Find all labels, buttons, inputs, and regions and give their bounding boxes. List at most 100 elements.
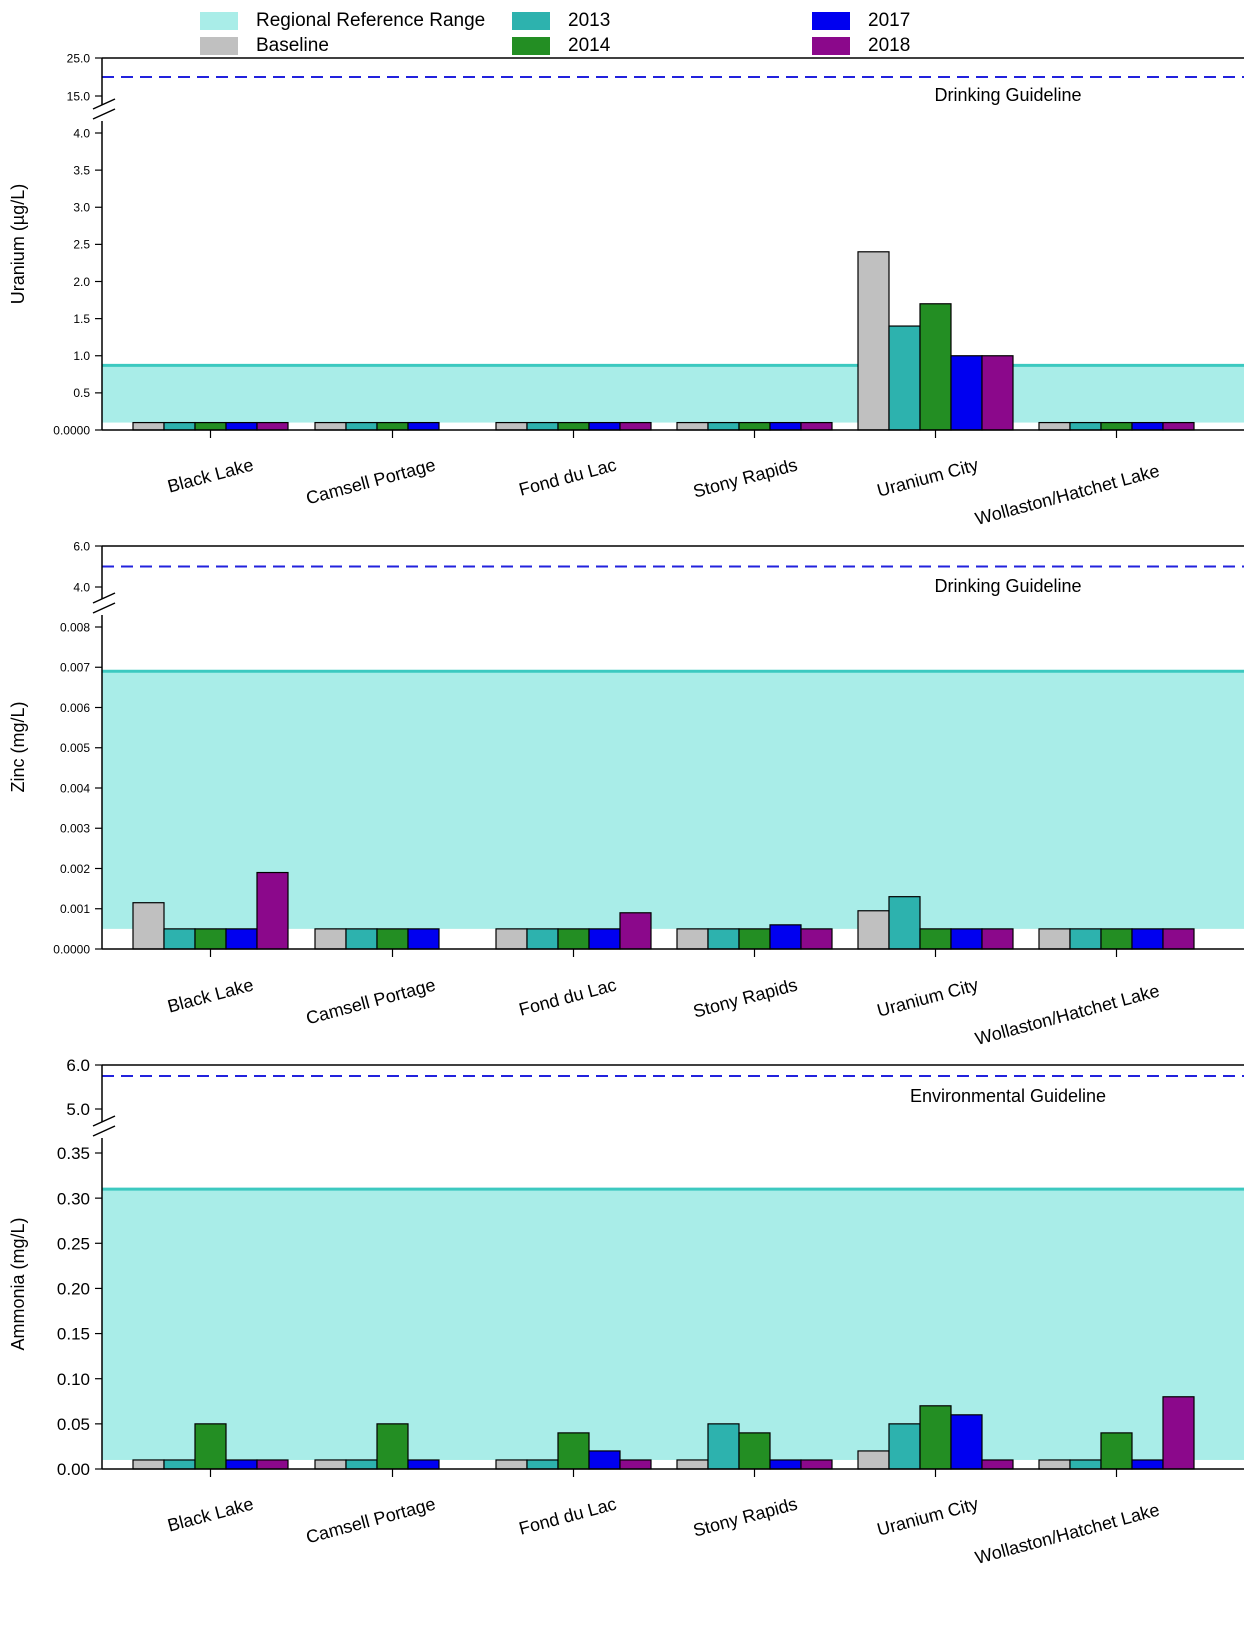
bar-2013-2 <box>345 928 378 950</box>
bar-2018-5 <box>981 355 1014 431</box>
bar-2014-5 <box>919 928 952 950</box>
bar-baseline-1 <box>132 902 165 950</box>
bar-2013-4 <box>707 1423 740 1470</box>
bar-2017-2 <box>407 421 440 431</box>
bar-2014-4 <box>738 1432 771 1470</box>
legend-swatch-2018 <box>812 37 850 55</box>
axis-break-mark <box>92 98 116 110</box>
y-tick-label: 0.5 <box>73 386 90 400</box>
bar-2017-5 <box>950 928 983 950</box>
legend-label-2017: 2017 <box>868 10 911 31</box>
bar-2013-2 <box>345 421 378 431</box>
y-tick-label: 0.0000 <box>53 942 90 956</box>
y-tick-label: 3.0 <box>73 201 90 215</box>
y-axis-label: Ammonia (mg/L) <box>8 1217 28 1350</box>
y-tick-label: 6.0 <box>73 539 90 553</box>
bar-2017-5 <box>950 355 983 431</box>
bar-2017-2 <box>407 1459 440 1470</box>
bar-2013-4 <box>707 928 740 950</box>
x-category-label: Stony Rapids <box>691 455 800 502</box>
chart-panel-2: Drinking Guideline 0.0000 0.001 0.002 0.003 0… <box>8 539 1244 1049</box>
y-tick-label: 0.30 <box>57 1189 90 1208</box>
y-tick-label: 0.10 <box>57 1370 90 1389</box>
bar-2014-4 <box>738 928 771 950</box>
y-tick-label: 1.0 <box>73 349 90 363</box>
bar-2013-3 <box>526 928 559 950</box>
y-tick-label: 0.003 <box>60 822 90 836</box>
guideline-label: Drinking Guideline <box>934 576 1081 596</box>
bar-2013-5 <box>888 1423 921 1470</box>
bar-baseline-6 <box>1038 421 1071 431</box>
bar-2017-1 <box>225 421 258 431</box>
y-tick-label: 0.004 <box>60 781 90 795</box>
bar-2017-6 <box>1131 1459 1164 1470</box>
bar-2013-2 <box>345 1459 378 1470</box>
y-tick-label: 0.15 <box>57 1325 90 1344</box>
bar-baseline-5 <box>857 251 890 431</box>
bar-2017-5 <box>950 1414 983 1470</box>
bar-2018-5 <box>981 928 1014 950</box>
x-category-label: Camsell Portage <box>304 975 438 1029</box>
bar-baseline-5 <box>857 910 890 950</box>
bar-2018-3 <box>619 912 652 950</box>
x-category-label: Uranium City <box>875 455 981 501</box>
y-tick-label: 0.25 <box>57 1234 90 1253</box>
chart-panel-1: Drinking Guideline 0.0000 0.5 1.0 1.5 2.0 2.5 3… <box>8 51 1244 529</box>
bar-2018-4 <box>800 1459 833 1470</box>
bar-baseline-5 <box>857 1450 890 1470</box>
bar-baseline-2 <box>314 928 347 950</box>
y-tick-label: 0.002 <box>60 862 90 876</box>
x-category-label: Black Lake <box>165 1494 255 1536</box>
axis-break-mark <box>92 602 116 614</box>
x-category-label: Stony Rapids <box>691 1494 800 1541</box>
bar-baseline-3 <box>495 1459 528 1470</box>
legend-label-2014: 2014 <box>568 35 611 56</box>
x-category-label: Black Lake <box>165 975 255 1017</box>
bar-2013-6 <box>1069 928 1102 950</box>
legend-swatch-2014 <box>512 37 550 55</box>
bar-2013-6 <box>1069 421 1102 431</box>
y-tick-label: 0.20 <box>57 1280 90 1299</box>
bar-2018-3 <box>619 1459 652 1470</box>
bar-2013-3 <box>526 1459 559 1470</box>
bar-2013-1 <box>163 928 196 950</box>
bar-2014-5 <box>919 1405 952 1470</box>
y-tick-label: 0.006 <box>60 701 90 715</box>
bar-2018-1 <box>256 871 289 950</box>
axis-break-mark <box>92 108 116 120</box>
bar-2014-5 <box>919 303 952 431</box>
bar-2014-2 <box>376 928 409 950</box>
y-tick-label: 0.008 <box>60 620 90 634</box>
bar-2017-1 <box>225 928 258 950</box>
y-tick-label: 0.35 <box>57 1144 90 1163</box>
y-tick-label: 2.0 <box>73 275 90 289</box>
x-category-label: Wollaston/Hatchet Lake <box>973 461 1161 529</box>
x-category-label: Fond du Lac <box>517 1494 619 1539</box>
legend-swatch-baseline <box>200 37 238 55</box>
chart-legend: Regional Reference Range Baseline 2013 2… <box>0 0 1244 62</box>
bar-2014-3 <box>557 1432 590 1470</box>
legend-label-reference-range: Regional Reference Range <box>256 10 486 31</box>
legend-swatch-2013 <box>512 12 550 30</box>
bar-2014-6 <box>1100 421 1133 431</box>
bar-2013-5 <box>888 896 921 950</box>
bar-2013-3 <box>526 421 559 431</box>
axis-break-mark <box>92 1115 116 1127</box>
axis-break-mark <box>92 592 116 604</box>
bar-2018-6 <box>1162 928 1195 950</box>
bar-2017-3 <box>588 421 621 431</box>
guideline-label: Drinking Guideline <box>934 85 1081 105</box>
bar-baseline-2 <box>314 1459 347 1470</box>
y-axis-label: Uranium (µg/L) <box>8 184 28 304</box>
y-axis-label: Zinc (mg/L) <box>8 701 28 792</box>
bar-2013-1 <box>163 1459 196 1470</box>
y-tick-label: 4.0 <box>73 580 90 594</box>
bar-2018-4 <box>800 928 833 950</box>
guideline-label: Environmental Guideline <box>910 1086 1106 1106</box>
axis-break-mark <box>92 1125 116 1137</box>
bar-2014-3 <box>557 421 590 431</box>
x-category-label: Camsell Portage <box>304 455 438 509</box>
y-tick-label: 3.5 <box>73 163 90 177</box>
bar-2013-5 <box>888 325 921 431</box>
y-tick-label: 0.005 <box>60 741 90 755</box>
